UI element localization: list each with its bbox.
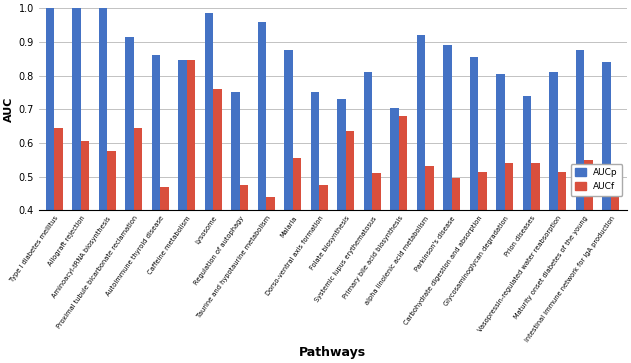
- Bar: [444, 45, 452, 345]
- Bar: [285, 50, 293, 345]
- Bar: [81, 141, 90, 345]
- Bar: [152, 55, 160, 345]
- Bar: [54, 128, 63, 345]
- Bar: [531, 163, 540, 345]
- Bar: [179, 60, 187, 345]
- Bar: [134, 128, 143, 345]
- Bar: [205, 13, 213, 345]
- Bar: [240, 185, 249, 345]
- Bar: [258, 22, 266, 345]
- Bar: [311, 92, 319, 345]
- Bar: [470, 57, 478, 345]
- Bar: [213, 89, 222, 345]
- Bar: [478, 171, 487, 345]
- Bar: [107, 151, 116, 345]
- Bar: [319, 185, 328, 345]
- Bar: [399, 116, 408, 345]
- Bar: [603, 62, 611, 345]
- Bar: [550, 72, 558, 345]
- Bar: [160, 187, 169, 345]
- Y-axis label: AUC: AUC: [4, 97, 14, 122]
- Bar: [73, 8, 81, 345]
- Bar: [187, 60, 196, 345]
- Bar: [558, 171, 567, 345]
- Bar: [232, 92, 240, 345]
- Bar: [452, 178, 461, 345]
- Bar: [523, 96, 531, 345]
- Bar: [417, 35, 425, 345]
- Bar: [364, 72, 372, 345]
- Bar: [497, 74, 505, 345]
- Bar: [99, 8, 107, 345]
- Bar: [584, 160, 593, 345]
- Bar: [391, 107, 399, 345]
- Bar: [611, 180, 620, 345]
- Bar: [46, 8, 54, 345]
- Bar: [372, 173, 381, 345]
- Legend: AUCp, AUCf: AUCp, AUCf: [570, 164, 622, 196]
- Bar: [266, 197, 275, 345]
- Bar: [576, 50, 584, 345]
- Bar: [346, 131, 355, 345]
- Bar: [425, 167, 434, 345]
- Bar: [126, 37, 134, 345]
- Bar: [293, 158, 302, 345]
- X-axis label: Pathways: Pathways: [299, 346, 366, 359]
- Bar: [505, 163, 514, 345]
- Bar: [338, 99, 346, 345]
